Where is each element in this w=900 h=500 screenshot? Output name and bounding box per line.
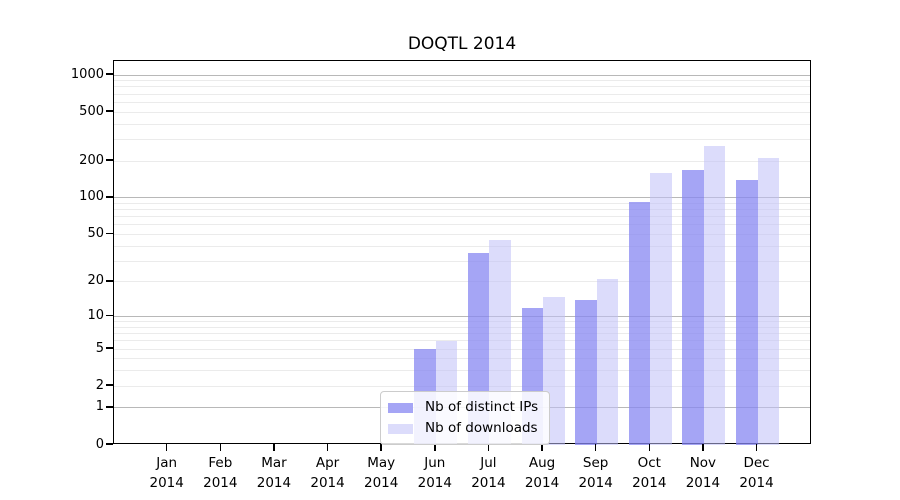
gridline-minor [114,245,810,247]
x-axis-tick [755,444,758,451]
bar-distinct-ips [575,299,597,445]
y-axis-tick [106,110,113,112]
bar-distinct-ips [628,201,651,445]
gridline-major [114,74,810,76]
x-axis-label-month: Jun 2014 [417,455,452,491]
gridline-minor [114,138,810,140]
legend: Nb of distinct IPs Nb of downloads [380,391,551,445]
legend-item-distinct-ips: Nb of distinct IPs [388,397,538,418]
bar-downloads [596,279,619,445]
gridline-minor [114,348,810,350]
y-axis-tick-label: 100 [79,189,104,205]
y-axis-tick-label: 0 [95,436,104,452]
gridline-minor [114,340,810,342]
x-axis-label-month: Apr 2014 [310,455,345,491]
x-axis-label-month: Feb 2014 [203,455,238,491]
gridline-minor [114,111,810,113]
gridline-major [114,197,810,199]
y-axis-tick [106,314,113,317]
gridline-minor [114,358,810,360]
gridline-minor [114,233,810,235]
y-axis-tick-label: 50 [87,225,104,241]
x-axis-label-month: Oct 2014 [632,455,667,491]
gridline-minor [114,370,810,372]
bar-downloads [703,146,726,445]
x-axis-tick [702,444,704,451]
y-axis-tick-label: 500 [79,103,104,119]
x-axis-label-month: Jul 2014 [471,455,506,491]
gridline-minor [114,333,810,335]
gridline-minor [114,101,810,103]
x-axis-tick [273,444,275,451]
gridline-minor [114,224,810,226]
x-axis-tick [165,444,168,451]
legend-label-distinct-ips: Nb of distinct IPs [425,399,539,415]
y-axis-tick [106,443,113,445]
gridline-minor [114,202,810,204]
bar-distinct-ips [682,169,704,445]
x-axis-label-month: Dec 2014 [739,455,774,491]
y-axis-tick-label: 2 [95,377,104,393]
y-axis-tick [106,384,113,386]
y-axis-tick-label: 10 [87,308,104,324]
x-axis-tick [487,444,490,451]
gridline-minor [114,281,810,283]
gridline-minor [114,93,810,95]
plot-area [113,60,811,445]
gridline-minor [114,123,810,125]
y-axis-tick-label: 1000 [70,66,104,82]
bar-downloads [650,172,672,445]
y-axis-tick [106,159,113,161]
y-axis-tick-label: 20 [87,273,104,289]
x-axis-label-month: Sep 2014 [578,455,613,491]
gridline-minor [114,86,810,88]
gridline-minor [114,209,810,211]
legend-label-downloads: Nb of downloads [425,420,538,436]
y-axis-tick-label: 5 [95,340,104,356]
x-axis-label-month: Nov 2014 [685,455,721,491]
x-axis-tick [434,444,436,451]
y-axis-tick [106,406,113,408]
gridline-minor [114,385,810,387]
x-axis-tick [326,444,329,451]
x-axis-tick [648,444,651,451]
y-axis-tick [106,280,113,282]
x-axis-label-month: Mar 2014 [256,455,292,491]
x-axis-label-month: Aug 2014 [524,455,560,491]
gridline-minor [114,80,810,82]
x-axis-label-month: May 2014 [363,455,399,491]
bar-downloads [757,157,780,445]
legend-swatch-downloads-icon [388,423,413,434]
gridline-minor [114,160,810,162]
y-axis-tick [106,232,113,235]
legend-swatch-distinct-ips-icon [388,402,413,413]
x-axis-tick [594,444,597,451]
x-axis-tick [219,444,222,451]
y-axis-tick-label: 1 [95,399,104,415]
chart-title: DOQTL 2014 [407,34,517,54]
y-axis-tick [106,347,113,349]
gridline-minor [114,216,810,218]
y-axis-tick-label: 200 [79,152,104,168]
gridline-minor [114,260,810,262]
gridline-minor [114,326,810,328]
bar-distinct-ips [736,180,758,445]
y-axis-tick [106,73,113,75]
gridline-major [114,316,810,318]
y-axis-tick [106,196,113,198]
x-axis-tick [380,444,382,451]
x-axis-label-month: Jan 2014 [149,455,184,491]
gridline-minor [114,321,810,323]
legend-item-downloads: Nb of downloads [388,418,538,439]
x-axis-tick [541,444,543,451]
